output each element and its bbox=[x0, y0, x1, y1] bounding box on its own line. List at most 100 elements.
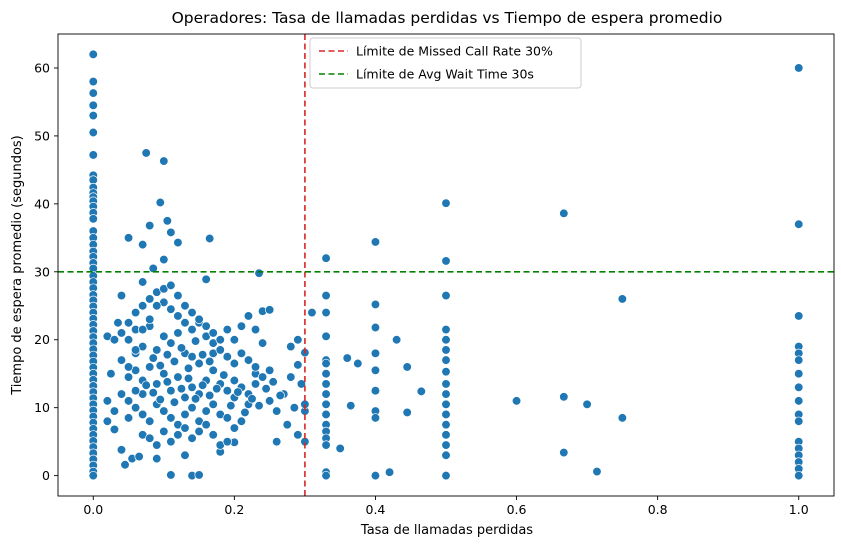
data-point bbox=[264, 396, 275, 406]
x-tick-label: 1.0 bbox=[789, 502, 809, 517]
data-point bbox=[187, 352, 197, 362]
data-point bbox=[130, 386, 141, 396]
data-point bbox=[123, 413, 134, 423]
y-tick-label: 60 bbox=[34, 60, 50, 75]
data-point bbox=[794, 219, 804, 229]
data-point bbox=[88, 127, 98, 138]
data-point bbox=[173, 430, 183, 440]
data-point bbox=[130, 403, 141, 413]
data-point bbox=[166, 437, 176, 447]
data-point bbox=[194, 426, 204, 437]
data-point bbox=[145, 220, 155, 231]
x-axis-label: Tasa de llamadas perdidas bbox=[360, 523, 533, 538]
data-point bbox=[145, 433, 155, 443]
data-point bbox=[441, 256, 451, 266]
data-point bbox=[257, 372, 268, 382]
data-point bbox=[215, 345, 225, 355]
data-point bbox=[173, 237, 183, 248]
x-axis-ticks: 0.0 0.2 0.4 0.6 0.8 1.0 bbox=[83, 496, 809, 517]
y-tick-label: 20 bbox=[34, 332, 50, 347]
data-point bbox=[264, 305, 275, 315]
data-point bbox=[166, 304, 176, 314]
data-point bbox=[201, 420, 211, 430]
data-point bbox=[145, 294, 155, 304]
data-point bbox=[116, 328, 127, 338]
data-point bbox=[222, 324, 232, 335]
data-point bbox=[794, 355, 804, 365]
data-point bbox=[370, 413, 381, 423]
data-point bbox=[88, 49, 98, 60]
data-point bbox=[187, 403, 197, 413]
data-point bbox=[226, 400, 236, 411]
data-point bbox=[159, 406, 169, 416]
data-point bbox=[582, 399, 592, 409]
data-point bbox=[257, 338, 268, 348]
data-point bbox=[441, 367, 451, 377]
data-point bbox=[321, 358, 331, 369]
data-point bbox=[321, 440, 331, 450]
data-point bbox=[109, 335, 120, 345]
data-point bbox=[617, 413, 628, 423]
y-tick-label: 50 bbox=[34, 128, 50, 143]
data-point bbox=[141, 380, 151, 390]
data-points bbox=[88, 49, 804, 481]
data-point bbox=[307, 307, 317, 318]
data-point bbox=[190, 394, 201, 404]
data-point bbox=[180, 409, 190, 420]
data-point bbox=[321, 389, 331, 399]
data-point bbox=[109, 424, 120, 435]
data-point bbox=[240, 407, 250, 418]
data-point bbox=[250, 379, 261, 389]
data-point bbox=[145, 416, 155, 426]
data-point bbox=[208, 328, 218, 338]
data-point bbox=[286, 372, 296, 382]
data-point bbox=[229, 375, 240, 386]
data-point bbox=[321, 399, 331, 409]
data-point bbox=[441, 470, 451, 481]
data-point bbox=[137, 277, 148, 287]
data-point bbox=[109, 406, 120, 416]
data-point bbox=[197, 380, 208, 390]
data-point bbox=[794, 311, 804, 321]
data-point bbox=[159, 156, 169, 166]
data-point bbox=[335, 443, 345, 454]
data-point bbox=[169, 356, 180, 367]
data-point bbox=[794, 416, 804, 426]
data-point bbox=[187, 307, 197, 318]
data-point bbox=[229, 423, 240, 433]
data-point bbox=[205, 390, 215, 401]
data-point bbox=[321, 369, 331, 379]
data-point bbox=[794, 382, 804, 392]
data-point bbox=[293, 335, 303, 345]
data-point bbox=[370, 322, 381, 333]
data-point bbox=[141, 148, 151, 158]
data-point bbox=[370, 470, 381, 481]
data-point bbox=[152, 453, 162, 464]
legend-label-missed-call: Límite de Missed Call Rate 30% bbox=[356, 44, 553, 59]
data-point bbox=[243, 311, 254, 321]
data-point bbox=[229, 358, 240, 369]
data-point bbox=[123, 335, 134, 345]
data-point bbox=[441, 399, 451, 409]
data-point bbox=[794, 470, 804, 481]
data-point bbox=[88, 470, 98, 481]
data-point bbox=[370, 386, 381, 396]
data-point bbox=[441, 389, 451, 399]
data-point bbox=[102, 396, 113, 406]
data-point bbox=[173, 311, 183, 321]
data-point bbox=[159, 331, 169, 341]
data-point bbox=[441, 379, 451, 389]
data-point bbox=[116, 389, 127, 399]
data-point bbox=[250, 362, 261, 372]
data-point bbox=[441, 430, 451, 440]
data-point bbox=[321, 331, 331, 341]
data-point bbox=[148, 388, 158, 398]
data-point bbox=[176, 343, 187, 353]
x-tick-label: 0.0 bbox=[83, 502, 103, 517]
data-point bbox=[137, 301, 148, 311]
data-point bbox=[88, 110, 98, 121]
data-point bbox=[370, 348, 381, 358]
data-point bbox=[321, 379, 331, 389]
data-point bbox=[441, 290, 451, 301]
data-point bbox=[794, 396, 804, 406]
